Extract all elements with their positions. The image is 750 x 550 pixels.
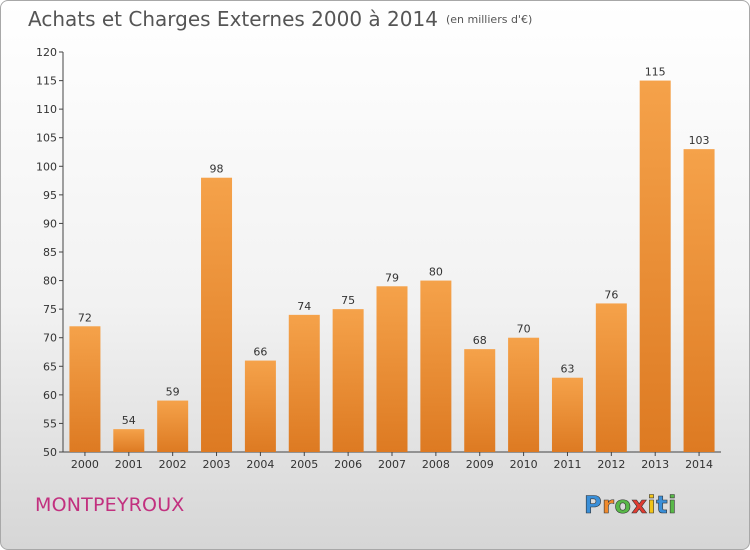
y-tick-label: 85 [43,246,57,259]
y-tick-label: 120 [36,46,57,59]
y-tick-label: 100 [36,160,57,173]
data-label: 68 [473,334,487,347]
bar [69,326,101,452]
bar [464,349,496,452]
axes: 50 55 60 65 70 75 80 85 90 95 100 105 110 115 120 [36,46,721,459]
logo-letter: i [647,491,657,520]
logo-letter: P [584,491,603,520]
data-label: 103 [689,134,710,147]
y-tick-label: 95 [43,189,57,202]
data-label: 70 [517,323,531,336]
x-tick-label: 2000 [71,458,99,471]
labels: 2000 72 2001 54 2002 59 2003 98 2004 66 2005 74 2006… [71,66,713,471]
x-tick-label: 2008 [422,458,450,471]
bar [288,314,320,452]
data-label: 54 [122,414,136,427]
proxiti-logo: Proxiti [584,491,677,520]
logo-letter: o [614,491,632,520]
x-tick-label: 2003 [203,458,231,471]
y-tick-label: 55 [43,417,57,430]
x-tick-label: 2001 [115,458,143,471]
y-tick-label: 110 [36,103,57,116]
bar [639,80,671,453]
y-tick-label: 60 [43,389,57,402]
x-tick-label: 2011 [553,458,581,471]
data-label: 74 [297,300,311,313]
bar [683,149,715,452]
x-tick-label: 2007 [378,458,406,471]
x-tick-label: 2013 [641,458,669,471]
data-label: 63 [560,363,574,376]
logo-letter: r [602,491,615,520]
bar [201,177,233,452]
logo-letter: i [668,491,677,520]
bars [69,80,715,453]
data-label: 80 [429,266,443,279]
x-tick-label: 2002 [159,458,187,471]
y-tick-label: 75 [43,303,57,316]
data-label: 59 [166,386,180,399]
data-label: 79 [385,271,399,284]
data-label: 75 [341,294,355,307]
y-tick-label: 50 [43,446,57,459]
data-label: 115 [645,66,666,79]
chart-title: Achats et Charges Externes 2000 à 2014 (e… [28,7,532,31]
y-tick-label: 70 [43,332,57,345]
x-tick-label: 2009 [466,458,494,471]
x-tick-label: 2005 [290,458,318,471]
bar [420,280,452,452]
bar [376,286,408,452]
bar [551,377,583,452]
chart-unit: (en milliers d'€) [445,13,533,26]
logo-letter: t [656,491,669,520]
x-tick-label: 2014 [685,458,713,471]
y-tick-label: 105 [36,132,57,145]
data-label: 72 [78,311,92,324]
y-tick-label: 115 [36,75,57,88]
logo-letter: x [631,491,648,520]
bar [157,400,189,452]
x-tick-label: 2004 [246,458,274,471]
bar [508,337,540,452]
bar [244,360,276,452]
bar [332,309,364,452]
x-tick-label: 2010 [510,458,538,471]
bar [595,303,627,452]
data-label: 98 [210,163,224,176]
y-tick-label: 90 [43,217,57,230]
data-label: 66 [253,346,267,359]
x-tick-label: 2006 [334,458,362,471]
data-label: 76 [604,288,618,301]
city-name: MONTPEYROUX [35,494,185,516]
x-tick-label: 2012 [597,458,625,471]
bar [113,429,145,452]
y-tick-label: 80 [43,275,57,288]
chart-title-text: Achats et Charges Externes 2000 à 2014 [28,7,438,31]
y-tick-label: 65 [43,360,57,373]
